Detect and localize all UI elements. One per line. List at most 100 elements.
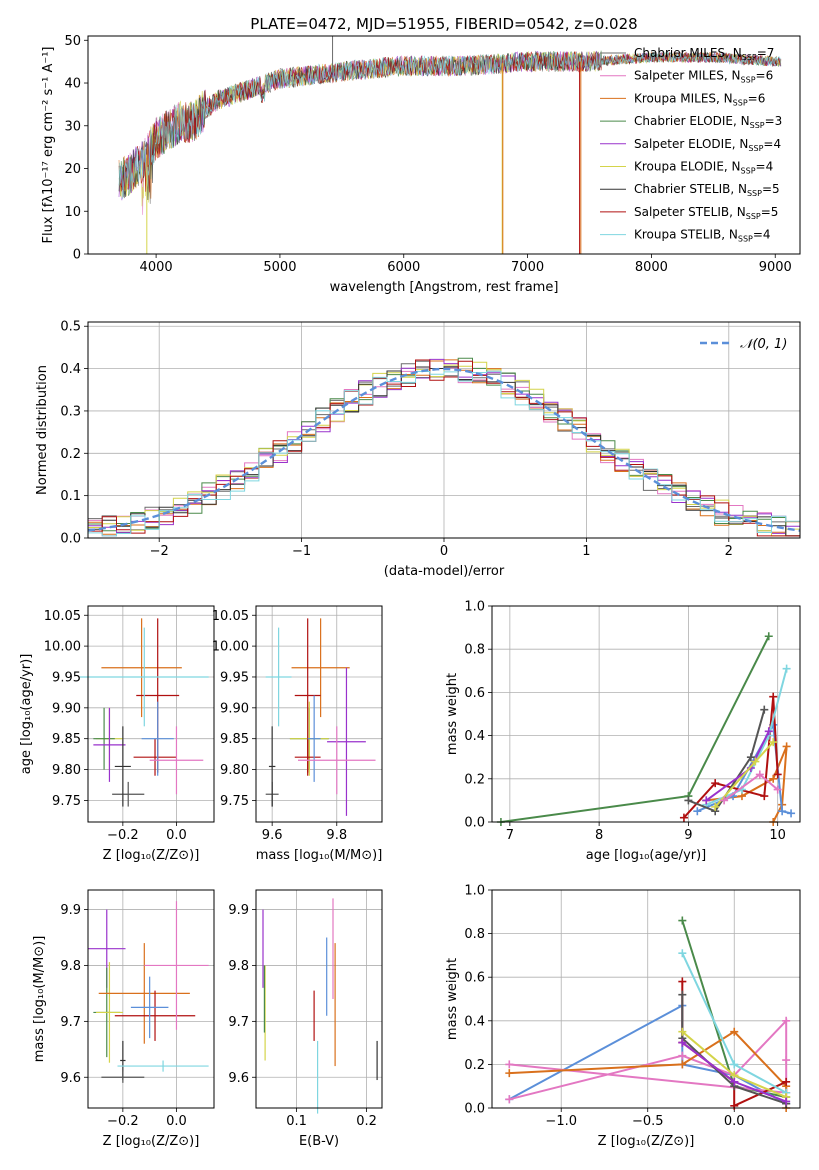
y-tick-label: 10.00	[44, 640, 81, 655]
y-tick-label: 9.85	[52, 732, 81, 747]
normal-reference-curve	[87, 367, 801, 532]
weight-marker	[684, 796, 693, 805]
x-tick-label: 9	[684, 828, 692, 843]
y-tick-label: 0.6	[464, 971, 485, 986]
errorbar-point	[117, 1060, 209, 1072]
weight-marker	[782, 1056, 791, 1065]
x-tick-label: 1	[582, 544, 590, 559]
weight-series	[702, 727, 773, 805]
weight-marker	[782, 1016, 791, 1025]
weight-marker	[755, 770, 764, 779]
y-tick-label: 9.8	[228, 959, 249, 974]
weight-marker	[678, 916, 687, 925]
axes-frame	[87, 889, 215, 1109]
errorbar-point	[101, 618, 182, 718]
x-axis-label: age [log₁₀(age/yr)]	[586, 848, 707, 863]
axes-mass-vs-EBV: 0.1 0.2 9.6 9.7 9.8 9.9 E(B-V)	[228, 889, 383, 1149]
x-tick-label: 10	[769, 828, 786, 843]
weight-marker	[678, 1060, 687, 1069]
axes-weight-vs-Z: −1.0 −0.5 0.0 0.0 0.2 0.4 0.6 0.8 1.0 Z [log₁₀(Z/…	[445, 884, 801, 1149]
errorbar-point	[307, 695, 321, 782]
weight-marker	[764, 727, 773, 736]
axes-frame	[87, 605, 215, 823]
errorbar-point	[291, 618, 350, 718]
axes-age-vs-mass: 9.6 9.8 9.75 9.80 9.85 9.90 9.95 10.00 10.05 mass…	[212, 605, 383, 863]
y-tick-label: 9.85	[220, 732, 249, 747]
y-tick-label: 0.8	[464, 643, 485, 658]
x-tick-label: −0.5	[632, 1114, 664, 1129]
y-tick-label: 0.4	[464, 1014, 485, 1029]
y-tick-label: 0.2	[464, 1058, 485, 1073]
weight-marker	[787, 809, 796, 818]
y-tick-label: 0.0	[464, 1102, 485, 1117]
weight-marker	[760, 792, 769, 801]
y-tick-label: 10.00	[212, 640, 249, 655]
legend-label: 𝒩(0, 1)	[740, 337, 787, 352]
y-tick-label: 1.0	[464, 884, 485, 899]
weight-marker	[782, 1097, 791, 1106]
x-tick-label: 6000	[387, 260, 420, 275]
axes-frame	[255, 889, 383, 1109]
y-tick-label: 9.90	[220, 701, 249, 716]
errorbar-point	[144, 901, 209, 1030]
weight-series	[684, 705, 769, 816]
weight-marker	[711, 779, 720, 788]
legend-label: Kroupa STELIB, NSSP=4	[634, 228, 771, 244]
y-tick-label: 9.6	[228, 1071, 249, 1086]
legend-label: Salpeter ELODIE, NSSP=4	[634, 137, 781, 153]
y-tick-label: 0.0	[60, 532, 81, 547]
x-tick-label: 8000	[635, 260, 668, 275]
errorbar-point	[93, 707, 126, 782]
weight-marker	[711, 802, 720, 811]
weight-marker	[505, 1069, 514, 1078]
y-tick-label: 0	[73, 248, 81, 263]
errorbar-point	[79, 627, 209, 727]
y-tick-label: 9.6	[60, 1071, 81, 1086]
axes-frame	[491, 889, 801, 1109]
x-tick-label: −1.0	[545, 1114, 577, 1129]
x-tick-label: 2	[725, 544, 733, 559]
y-axis-label: Normed distribution	[35, 365, 50, 495]
x-axis-label: (data-model)/error	[384, 564, 505, 579]
weight-series	[678, 1038, 791, 1106]
x-axis-label: wavelength [Angstrom, rest frame]	[330, 280, 559, 295]
errorbar-point	[101, 1071, 145, 1083]
y-axis-label: mass [log₁₀(M/M⊙)]	[32, 936, 47, 1063]
y-tick-label: 9.75	[52, 794, 81, 809]
y-tick-label: 50	[64, 34, 81, 49]
axes-age-vs-Z: −0.2 0.0 9.75 9.80 9.85 9.90 9.95 10.00 10.05 Z […	[19, 605, 215, 863]
y-tick-label: 9.9	[60, 903, 81, 918]
x-axis-label: Z [log₁₀(Z/Z⊙)]	[103, 848, 200, 863]
x-axis-label: E(B-V)	[299, 1134, 339, 1149]
weight-series	[679, 692, 782, 822]
y-tick-label: 20	[64, 162, 81, 177]
x-tick-label: 4000	[140, 260, 173, 275]
y-tick-label: 9.7	[228, 1015, 249, 1030]
legend: Chabrier MILES, NSSP=7 Salpeter MILES, NS…	[600, 46, 782, 244]
weight-marker	[720, 796, 729, 805]
weight-marker	[730, 1101, 739, 1110]
x-tick-label: 0.1	[286, 1114, 307, 1129]
errorbar-point	[130, 976, 169, 1039]
weight-marker	[679, 813, 688, 822]
legend: 𝒩(0, 1)	[700, 337, 787, 352]
legend-label: Chabrier ELODIE, NSSP=3	[634, 114, 782, 130]
weight-marker	[678, 1051, 687, 1060]
weight-marker	[678, 949, 687, 958]
errorbar-point	[149, 726, 204, 795]
y-tick-label: 1.0	[464, 600, 485, 615]
errorbar-point	[114, 990, 196, 1041]
x-tick-label: −0.2	[107, 1114, 139, 1129]
axes-weight-vs-age: 7 8 9 10 0.0 0.2 0.4 0.6 0.8 1.0 age [log₁₀(age/yr…	[445, 600, 801, 863]
y-tick-label: 0.5	[60, 320, 81, 335]
x-tick-label: 9.8	[326, 828, 347, 843]
spectrum-line	[118, 51, 782, 199]
errorbar-point	[93, 707, 115, 770]
x-tick-label: −0.2	[107, 828, 139, 843]
y-tick-label: 10	[64, 205, 81, 220]
x-tick-label: 0.0	[166, 828, 187, 843]
histogram-steps	[87, 370, 801, 538]
y-axis-label: mass weight	[445, 958, 460, 1040]
x-tick-label: 9000	[759, 260, 792, 275]
